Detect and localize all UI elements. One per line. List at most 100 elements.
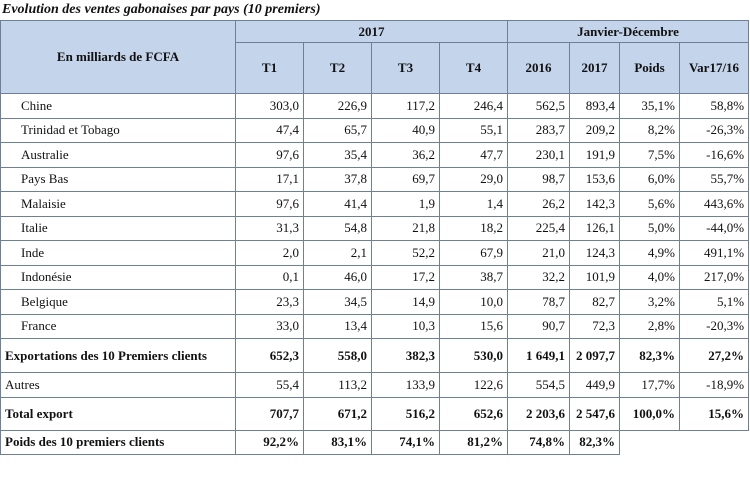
column-header: T2 <box>303 42 372 94</box>
cell: 122,6 <box>439 372 508 398</box>
cell: 5,1% <box>678 289 750 315</box>
cell: 2 097,7 <box>569 338 620 373</box>
empty-cell <box>619 430 680 455</box>
unit-label-header: En milliards de FCFA <box>0 20 236 94</box>
cell: 23,3 <box>235 289 304 315</box>
cell: 58,8% <box>678 93 750 119</box>
column-header: Poids <box>619 42 680 94</box>
cell: 55,7% <box>678 166 750 192</box>
cell: 33,0 <box>235 313 304 339</box>
cell: -26,3% <box>678 117 750 143</box>
cell: 90,7 <box>507 313 570 339</box>
cell: 101,9 <box>569 264 620 290</box>
cell: 6,0% <box>619 166 680 192</box>
column-header: T3 <box>371 42 440 94</box>
cell: 707,7 <box>235 396 304 431</box>
cell: 2,8% <box>619 313 680 339</box>
table-row-italie: Italie 31,3 54,8 21,8 18,2 225,4 126,1 5… <box>0 215 750 241</box>
cell: 17,1 <box>235 166 304 192</box>
cell: 2,0 <box>235 240 304 266</box>
cell: 283,7 <box>507 117 570 143</box>
cell: 449,9 <box>569 372 620 398</box>
cell: 382,3 <box>371 338 440 373</box>
cell: 13,4 <box>303 313 372 339</box>
cell: 97,6 <box>235 142 304 168</box>
cell: 893,4 <box>569 93 620 119</box>
cell: 31,3 <box>235 215 304 241</box>
cell: 117,2 <box>371 93 440 119</box>
cell: -18,9% <box>678 372 750 398</box>
table-row-malaisie: Malaisie 97,6 41,4 1,9 1,4 26,2 142,3 5,… <box>0 191 750 217</box>
cell: 558,0 <box>303 338 372 373</box>
column-header: T4 <box>439 42 508 94</box>
cell: 652,3 <box>235 338 304 373</box>
cell: 3,2% <box>619 289 680 315</box>
cell: 246,4 <box>439 93 508 119</box>
row-label: Total export <box>0 396 236 431</box>
cell: 15,6 <box>439 313 508 339</box>
cell: 35,1% <box>619 93 680 119</box>
cell: 37,8 <box>303 166 372 192</box>
cell: 38,7 <box>439 264 508 290</box>
cell: 29,0 <box>439 166 508 192</box>
cell: 32,2 <box>507 264 570 290</box>
row-label: Autres <box>0 372 236 398</box>
cell: 554,5 <box>507 372 570 398</box>
cell: -16,6% <box>678 142 750 168</box>
row-label: Australie <box>0 142 236 168</box>
table-row-poids-top10: Poids des 10 premiers clients 92,2% 83,1… <box>0 429 749 455</box>
cell: 74,1% <box>371 429 440 455</box>
cell: 225,4 <box>507 215 570 241</box>
cell: 74,8% <box>507 429 570 455</box>
cell: 47,4 <box>235 117 304 143</box>
row-label: Italie <box>0 215 236 241</box>
table-row-autres: Autres 55,4 113,2 133,9 122,6 554,5 449,… <box>0 372 750 398</box>
cell: 14,9 <box>371 289 440 315</box>
cell: 69,7 <box>371 166 440 192</box>
cell: 55,1 <box>439 117 508 143</box>
cell: 72,3 <box>569 313 620 339</box>
row-label: Exportations des 10 Premiers clients <box>0 338 236 373</box>
cell: 1,9 <box>371 191 440 217</box>
cell: 81,2% <box>439 429 508 455</box>
cell: 21,0 <box>507 240 570 266</box>
cell: 230,1 <box>507 142 570 168</box>
cell: 191,9 <box>569 142 620 168</box>
cell: 4,9% <box>619 240 680 266</box>
group-header-2017: 2017 <box>235 20 508 43</box>
cell: 92,2% <box>235 429 304 455</box>
cell: 46,0 <box>303 264 372 290</box>
row-label: France <box>0 313 236 339</box>
cell: 40,9 <box>371 117 440 143</box>
table-row-exports-top10: Exportations des 10 Premiers clients 652… <box>0 338 750 373</box>
column-header: 2016 <box>507 42 570 94</box>
cell: 303,0 <box>235 93 304 119</box>
table-row-belgique: Belgique 23,3 34,5 14,9 10,0 78,7 82,7 3… <box>0 289 750 315</box>
cell: 443,6% <box>678 191 750 217</box>
cell: 34,5 <box>303 289 372 315</box>
cell: 54,8 <box>303 215 372 241</box>
table-row-inde: Inde 2,0 2,1 52,2 67,9 21,0 124,3 4,9% 4… <box>0 240 750 266</box>
cell: -20,3% <box>678 313 750 339</box>
cell: 98,7 <box>507 166 570 192</box>
table-row-chine: Chine 303,0 226,9 117,2 246,4 562,5 893,… <box>0 93 750 119</box>
column-header: 2017 <box>569 42 620 94</box>
cell: 27,2% <box>678 338 750 373</box>
cell: 10,0 <box>439 289 508 315</box>
cell: 47,7 <box>439 142 508 168</box>
cell: 2,1 <box>303 240 372 266</box>
cell: 100,0% <box>619 396 680 431</box>
cell: 83,1% <box>303 429 372 455</box>
cell: 8,2% <box>619 117 680 143</box>
group-header-annual: Janvier-Décembre <box>506 20 750 43</box>
cell: 36,2 <box>371 142 440 168</box>
row-label: Belgique <box>0 289 236 315</box>
cell: 142,3 <box>569 191 620 217</box>
cell: 5,6% <box>619 191 680 217</box>
cell: 18,2 <box>439 215 508 241</box>
cell: 26,2 <box>507 191 570 217</box>
cell: 113,2 <box>303 372 372 398</box>
cell: 124,3 <box>569 240 620 266</box>
table-row-trinidad: Trinidad et Tobago 47,4 65,7 40,9 55,1 2… <box>0 117 750 143</box>
cell: 82,7 <box>569 289 620 315</box>
